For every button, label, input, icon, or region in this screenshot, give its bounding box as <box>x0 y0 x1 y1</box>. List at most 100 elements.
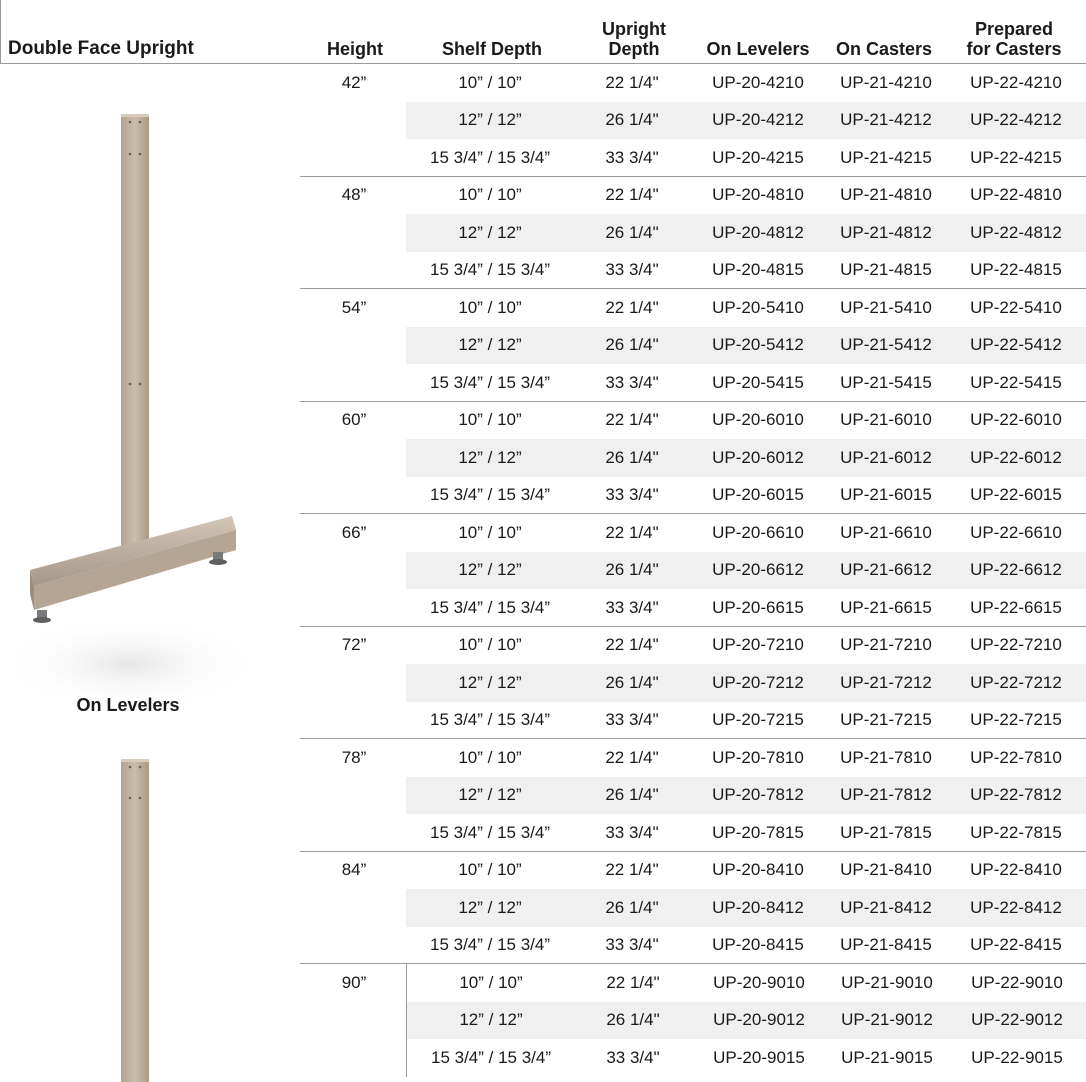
on-levelers-part-cell: UP-20-6015 <box>712 485 804 505</box>
upright-depth-cell: 22 1/4" <box>605 635 659 655</box>
height-cell: 42” <box>341 72 367 92</box>
on-levelers-part-cell: UP-20-7210 <box>712 635 804 655</box>
col-header-prepared-line1: Prepared <box>974 19 1054 39</box>
prepared-for-casters-part-cell: UP-22-7810 <box>970 747 1062 767</box>
table-row: 15 3/4” / 15 3/4” 33 3/4" UP-20-4815 UP-21-… <box>406 252 1086 290</box>
prepared-for-casters-part-cell: UP-22-6610 <box>970 522 1062 542</box>
shelf-depth-cell: 10” / 10” <box>458 635 522 655</box>
upright-depth-cell: 33 3/4" <box>605 260 659 280</box>
upright-depth-cell: 26 1/4" <box>605 672 659 692</box>
upright-depth-cell: 22 1/4" <box>605 522 659 542</box>
caption-on-levelers: On Levelers <box>76 695 180 715</box>
col-header-prepared-line2: for Casters <box>966 39 1062 59</box>
on-levelers-part-cell: UP-20-7815 <box>712 822 804 842</box>
prepared-for-casters-part-cell: UP-22-7815 <box>970 822 1062 842</box>
height-group: 78” 10” / 10” 22 1/4" UP-20-7810 UP-21-7810 U… <box>300 739 1086 852</box>
col-header-on-levelers: On Levelers <box>706 39 810 59</box>
page-title: Double Face Upright <box>8 38 194 59</box>
height-cell: 78” <box>341 747 367 767</box>
on-casters-part-cell: UP-21-7212 <box>840 672 932 692</box>
table-row: 12” / 12” 26 1/4" UP-20-6612 UP-21-6612 UP-2… <box>406 551 1086 589</box>
prepared-for-casters-part-cell: UP-22-5412 <box>970 335 1062 355</box>
shelf-depth-cell: 10” / 10” <box>458 297 522 317</box>
on-levelers-part-cell: UP-20-8410 <box>712 860 804 880</box>
table-row: 15 3/4” / 15 3/4” 33 3/4" UP-20-9015 UP-21-… <box>406 1039 1086 1077</box>
on-levelers-part-cell: UP-20-7215 <box>712 710 804 730</box>
on-casters-part-cell: UP-21-7812 <box>840 785 932 805</box>
upright-depth-cell: 26 1/4" <box>605 560 659 580</box>
on-casters-part-cell: UP-21-9015 <box>841 1047 933 1067</box>
height-cell: 66” <box>341 522 367 542</box>
on-levelers-part-cell: UP-20-8412 <box>712 897 804 917</box>
on-casters-part-cell: UP-21-5415 <box>840 372 932 392</box>
upright-depth-cell: 33 3/4" <box>605 822 659 842</box>
on-casters-part-cell: UP-21-9010 <box>841 972 933 992</box>
table-row: 15 3/4” / 15 3/4” 33 3/4" UP-20-5415 UP-21-… <box>406 364 1086 402</box>
upright-depth-cell: 26 1/4" <box>606 1010 660 1030</box>
table-row: 10” / 10” 22 1/4" UP-20-4810 UP-21-4810 UP-2… <box>406 177 1086 215</box>
upright-depth-cell: 33 3/4" <box>605 372 659 392</box>
on-casters-part-cell: UP-21-4810 <box>840 185 932 205</box>
shelf-depth-cell: 12” / 12” <box>458 110 522 130</box>
shelf-depth-cell: 15 3/4” / 15 3/4” <box>429 147 551 167</box>
on-casters-part-cell: UP-21-8415 <box>840 935 932 955</box>
shelf-depth-cell: 15 3/4” / 15 3/4” <box>429 935 551 955</box>
col-header-upright-depth-line1: Upright <box>602 19 666 39</box>
on-levelers-part-cell: UP-20-7812 <box>712 785 804 805</box>
table-row: 10” / 10” 22 1/4" UP-20-6610 UP-21-6610 UP-2… <box>406 514 1086 552</box>
table-row: 10” / 10” 22 1/4" UP-20-4210 UP-21-4210 UP-2… <box>406 64 1086 102</box>
on-levelers-part-cell: UP-20-7212 <box>712 672 804 692</box>
height-cell: 90” <box>341 972 367 992</box>
upright-illustrations <box>0 114 260 1082</box>
header-left-rule <box>0 0 1 63</box>
shelf-depth-cell: 12” / 12” <box>458 897 522 917</box>
shelf-depth-cell: 12” / 12” <box>458 785 522 805</box>
shelf-depth-cell: 15 3/4” / 15 3/4” <box>429 485 551 505</box>
on-casters-part-cell: UP-21-7810 <box>840 747 932 767</box>
height-group: 90” 10” / 10” 22 1/4" UP-20-9010 UP-21-9010 U… <box>300 964 1086 1077</box>
table-row: 10” / 10” 22 1/4" UP-20-8410 UP-21-8410 UP-2… <box>406 852 1086 890</box>
height-cell: 72” <box>341 635 367 654</box>
prepared-for-casters-part-cell: UP-22-4812 <box>970 222 1062 242</box>
table-row: 15 3/4” / 15 3/4” 33 3/4" UP-20-6015 UP-21-… <box>406 477 1086 515</box>
on-levelers-part-cell: UP-20-6610 <box>712 522 804 542</box>
upright-depth-cell: 22 1/4" <box>605 72 659 92</box>
on-casters-part-cell: UP-21-6010 <box>840 410 932 430</box>
table-row: 10” / 10” 22 1/4" UP-20-6010 UP-21-6010 UP-2… <box>406 402 1086 440</box>
shelf-depth-cell: 10” / 10” <box>458 185 522 205</box>
upright-depth-cell: 33 3/4" <box>605 597 659 617</box>
on-levelers-part-cell: UP-20-4212 <box>712 110 804 130</box>
shelf-depth-cell: 15 3/4” / 15 3/4” <box>429 260 551 280</box>
on-levelers-part-cell: UP-20-9015 <box>713 1047 805 1067</box>
upright-depth-cell: 33 3/4" <box>605 485 659 505</box>
on-casters-part-cell: UP-21-4812 <box>840 222 932 242</box>
upright-depth-cell: 22 1/4" <box>605 185 659 205</box>
on-casters-part-cell: UP-21-6012 <box>840 447 932 467</box>
prepared-for-casters-part-cell: UP-22-8415 <box>970 935 1062 955</box>
on-casters-part-cell: UP-21-4212 <box>840 110 932 130</box>
upright-depth-cell: 26 1/4" <box>605 897 659 917</box>
height-group: 72” 10” / 10” 22 1/4" UP-20-7210 UP-21-7210 U… <box>300 627 1086 739</box>
upright-depth-cell: 33 3/4" <box>605 710 659 730</box>
on-casters-part-cell: UP-21-6610 <box>840 522 932 542</box>
part-number-table: 42” 10” / 10” 22 1/4" UP-20-4210 UP-21-4210 U… <box>300 64 1086 1077</box>
upright-depth-cell: 22 1/4" <box>605 410 659 430</box>
upright-depth-cell: 26 1/4" <box>605 785 659 805</box>
on-levelers-part-cell: UP-20-4210 <box>712 72 804 92</box>
upright-depth-cell: 33 3/4" <box>605 147 659 167</box>
on-casters-part-cell: UP-21-4815 <box>840 260 932 280</box>
table-row: 12” / 12” 26 1/4" UP-20-5412 UP-21-5412 UP-2… <box>406 326 1086 364</box>
on-levelers-part-cell: UP-20-6615 <box>712 597 804 617</box>
on-levelers-part-cell: UP-20-5412 <box>712 335 804 355</box>
on-levelers-part-cell: UP-20-5415 <box>712 372 804 392</box>
prepared-for-casters-part-cell: UP-22-5415 <box>970 372 1062 392</box>
prepared-for-casters-part-cell: UP-22-6010 <box>970 410 1062 430</box>
prepared-for-casters-part-cell: UP-22-7212 <box>970 672 1062 692</box>
height-group: 66” 10” / 10” 22 1/4" UP-20-6610 UP-21-6610 U… <box>300 514 1086 627</box>
prepared-for-casters-part-cell: UP-22-8412 <box>970 897 1062 917</box>
shelf-depth-cell: 10” / 10” <box>458 747 522 767</box>
height-cell: 60” <box>341 410 367 429</box>
on-casters-part-cell: UP-21-8410 <box>840 860 932 880</box>
upright-depth-cell: 26 1/4" <box>605 110 659 130</box>
